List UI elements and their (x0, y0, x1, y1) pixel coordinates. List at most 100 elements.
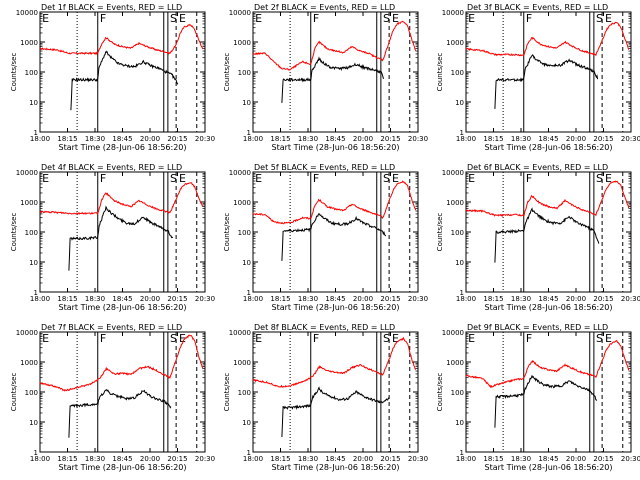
lld-series-line (252, 180, 417, 225)
x-tick-label: 20:00 (566, 455, 586, 463)
y-axis-label: Counts/sec (223, 213, 231, 252)
y-tick-label: 1 (247, 129, 251, 137)
panel-title: Det 8f BLACK = Events, RED = LLD (254, 323, 395, 332)
y-tick-label: 1000 (446, 39, 464, 47)
phase-letter: S (383, 172, 390, 185)
lld-series-line (465, 180, 630, 217)
y-tick-label: 1 (34, 129, 38, 137)
x-axis-label: Start Time (28-Jun-06 18:56:20) (272, 463, 400, 472)
y-tick-label: 10 (242, 419, 251, 427)
x-tick-label: 18:15 (270, 135, 290, 143)
x-tick-label: 18:15 (483, 135, 503, 143)
x-tick-label: 20:15 (380, 295, 400, 303)
x-axis-label: Start Time (28-Jun-06 18:56:20) (59, 303, 187, 312)
phase-letter: S (170, 12, 177, 25)
y-tick-label: 1000 (233, 199, 251, 207)
y-tick-label: 10 (29, 259, 38, 267)
x-tick-label: 20:00 (566, 295, 586, 303)
x-tick-label: 18:45 (325, 135, 345, 143)
x-tick-label: 18:45 (112, 135, 132, 143)
x-tick-label: 18:15 (483, 455, 503, 463)
y-axis-label: Counts/sec (436, 53, 444, 92)
y-tick-label: 10000 (229, 169, 251, 177)
x-tick-label: 20:00 (353, 455, 373, 463)
y-tick-label: 1000 (446, 359, 464, 367)
events-series-line (281, 56, 384, 103)
plot-frame (39, 331, 206, 453)
phase-letter: F (526, 12, 532, 25)
y-tick-label: 1 (460, 449, 464, 457)
x-tick-label: 20:15 (593, 295, 613, 303)
x-tick-label: 18:45 (112, 455, 132, 463)
phase-letter: S (596, 172, 603, 185)
phase-letter: E (179, 172, 186, 185)
phase-letter: E (392, 332, 399, 345)
x-tick-label: 18:15 (57, 295, 77, 303)
events-series-line (68, 205, 174, 271)
y-tick-label: 10000 (229, 9, 251, 17)
lld-series-line (40, 23, 204, 56)
x-tick-label: 18:30 (298, 295, 318, 303)
x-tick-label: 18:45 (325, 455, 345, 463)
y-tick-label: 10000 (229, 329, 251, 337)
y-tick-label: 10 (455, 419, 464, 427)
x-tick-label: 20:15 (593, 455, 613, 463)
phase-letter: S (596, 332, 603, 345)
phase-letter: F (100, 12, 106, 25)
x-tick-label: 18:30 (85, 295, 105, 303)
y-tick-label: 10000 (16, 9, 38, 17)
events-series-line (281, 213, 387, 261)
phase-letter: F (526, 172, 532, 185)
x-tick-label: 20:30 (195, 135, 215, 143)
lld-series-line (39, 182, 204, 216)
y-axis-label: Counts/sec (223, 53, 231, 92)
phase-letter: F (100, 332, 106, 345)
x-tick-label: 18:00 (243, 135, 263, 143)
phase-letter: F (313, 332, 319, 345)
phase-letter: F (526, 332, 532, 345)
phase-letter: E (468, 332, 475, 345)
x-tick-label: 18:45 (538, 295, 558, 303)
x-tick-label: 18:30 (511, 135, 531, 143)
y-tick-label: 10 (455, 259, 464, 267)
events-series-line (68, 389, 172, 438)
x-tick-label: 20:15 (167, 455, 187, 463)
events-series-line (494, 207, 600, 263)
x-tick-label: 20:00 (140, 455, 160, 463)
phase-letter: E (42, 332, 49, 345)
y-tick-label: 10000 (442, 329, 464, 337)
x-tick-label: 20:00 (353, 135, 373, 143)
x-tick-label: 20:30 (195, 455, 215, 463)
x-tick-label: 18:00 (456, 455, 476, 463)
x-tick-label: 20:30 (195, 295, 215, 303)
x-tick-label: 20:30 (408, 135, 428, 143)
y-tick-label: 100 (25, 389, 38, 397)
x-tick-label: 20:30 (408, 295, 428, 303)
phase-letter: F (100, 172, 106, 185)
phase-letter: E (392, 12, 399, 25)
x-tick-label: 18:15 (57, 135, 77, 143)
x-tick-label: 18:30 (85, 455, 105, 463)
y-axis-label: Counts/sec (10, 373, 18, 412)
lld-series-line (252, 336, 417, 388)
y-tick-label: 1 (34, 289, 38, 297)
x-axis-label: Start Time (28-Jun-06 18:56:20) (59, 143, 187, 152)
phase-letter: E (255, 172, 262, 185)
y-tick-label: 10 (455, 99, 464, 107)
events-series-line (70, 50, 179, 111)
x-axis-label: Start Time (28-Jun-06 18:56:20) (485, 143, 613, 152)
panel-title: Det 3f BLACK = Events, RED = LLD (467, 3, 608, 12)
phase-letter: E (42, 172, 49, 185)
x-tick-label: 20:15 (167, 135, 187, 143)
lld-series-line (465, 21, 630, 57)
phase-letter: E (605, 12, 612, 25)
x-tick-label: 18:15 (270, 295, 290, 303)
phase-letter: S (596, 12, 603, 25)
y-tick-label: 100 (451, 389, 464, 397)
x-tick-label: 18:30 (511, 455, 531, 463)
